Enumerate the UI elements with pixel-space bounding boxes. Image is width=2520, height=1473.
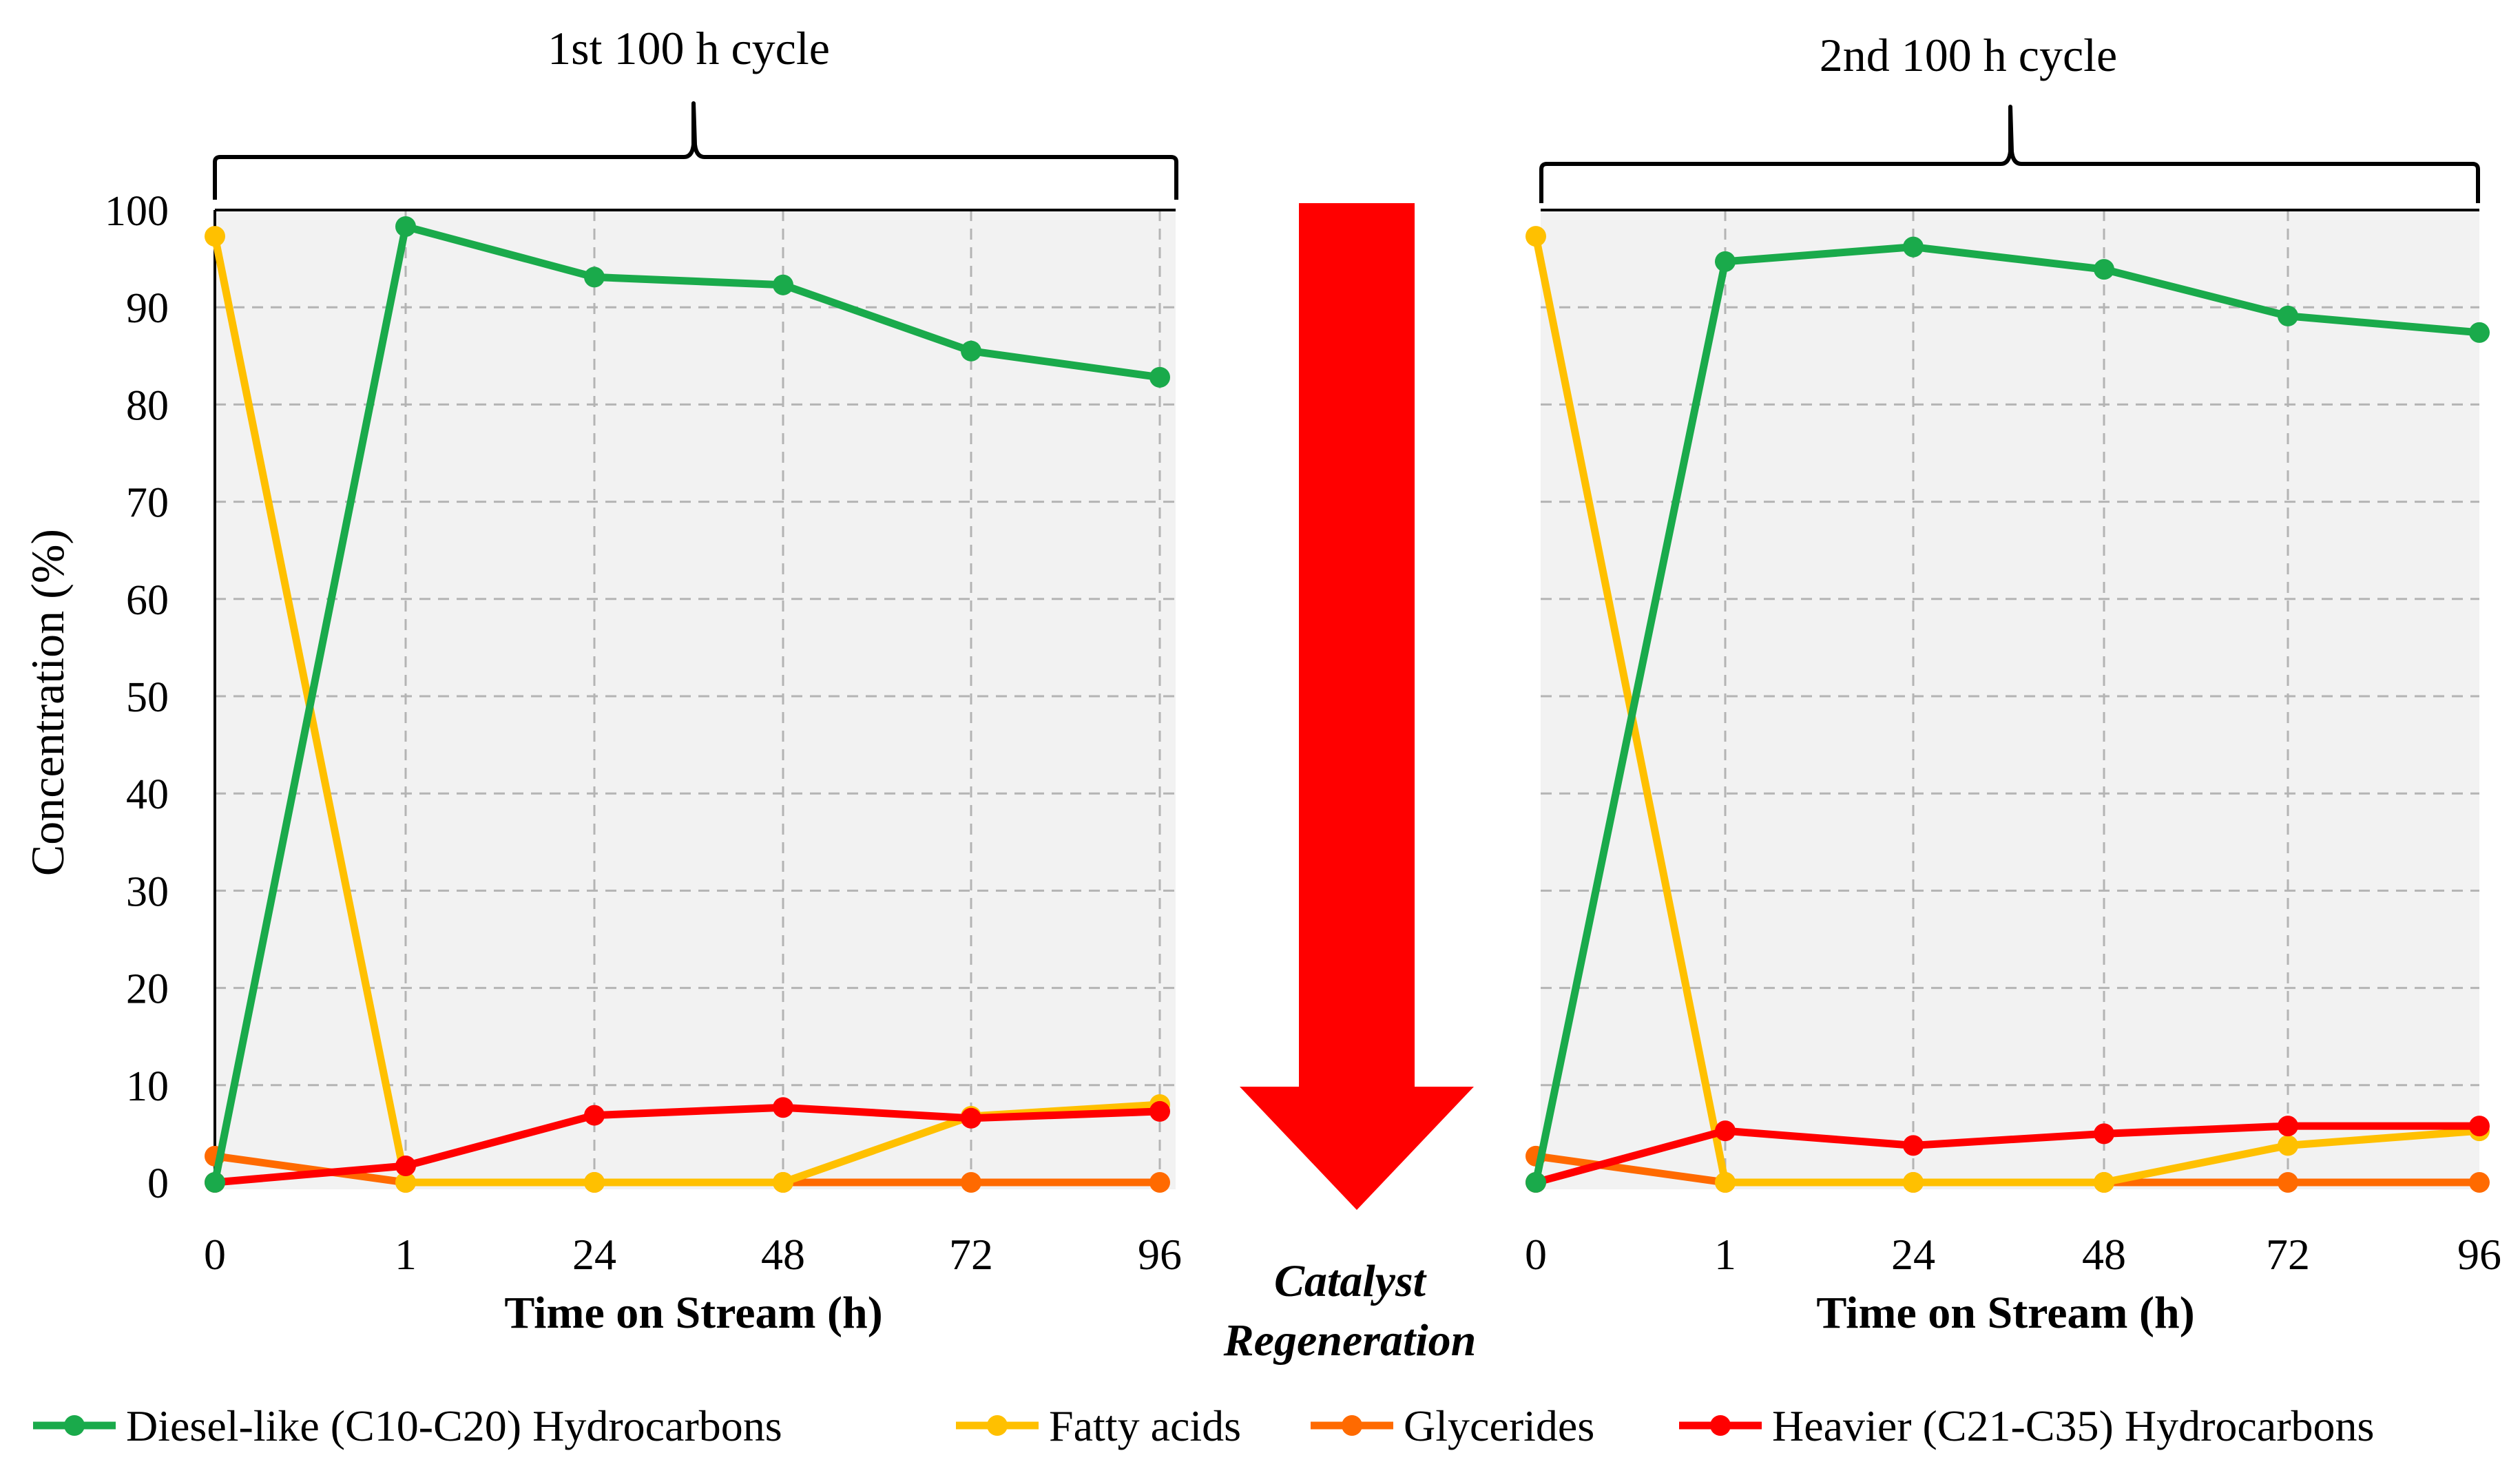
x-tick-label: 96	[1138, 1230, 1182, 1279]
data-point-heavier	[584, 1105, 605, 1126]
y-tick-label: 0	[147, 1160, 169, 1207]
y-tick-label: 30	[126, 868, 169, 915]
x-tick-label: 0	[204, 1230, 226, 1279]
x-tick-label: 0	[1525, 1230, 1547, 1279]
regeneration-label-line2: Regeneration	[1223, 1315, 1477, 1366]
x-tick-label: 72	[949, 1230, 993, 1279]
data-point-diesel	[395, 216, 416, 238]
x-tick-label: 24	[1891, 1230, 1935, 1279]
legend: Diesel-like (C10-C20) Hydrocarbons Fatty …	[33, 1401, 2374, 1450]
data-point-heavier	[2469, 1116, 2490, 1137]
y-tick-label: 20	[126, 966, 169, 1013]
x-tick-label: 48	[761, 1230, 805, 1279]
data-point-fatty	[773, 1172, 793, 1193]
data-point-fatty	[1903, 1172, 1924, 1193]
data-point-fatty	[395, 1172, 416, 1193]
data-point-glycerides	[2469, 1172, 2490, 1193]
y-tick-label: 50	[126, 674, 169, 721]
data-point-diesel	[2094, 259, 2114, 280]
y-tick-label: 10	[126, 1063, 169, 1110]
legend-swatch-marker-glycerides	[1342, 1415, 1362, 1436]
data-point-fatty	[2278, 1135, 2298, 1156]
legend-label-heavier: Heavier (C21-C35) Hydrocarbons	[1772, 1401, 2374, 1450]
data-point-heavier	[961, 1107, 981, 1129]
data-point-glycerides	[1149, 1172, 1170, 1193]
x-tick-label: 96	[2457, 1230, 2501, 1279]
axes: 0 10 20 30 40 50 60 70 80 90 100 0 1 24 48 72 96 0 1 24 48 72…	[105, 188, 2501, 1279]
data-point-diesel	[1525, 1172, 1546, 1193]
legend-label-fatty: Fatty acids	[1049, 1401, 1241, 1450]
y-axis-label: Concentration (%)	[21, 529, 74, 876]
data-point-fatty	[2094, 1172, 2114, 1193]
legend-swatch-marker-heavier	[1710, 1415, 1731, 1436]
y-tick-label: 80	[126, 382, 169, 429]
data-point-heavier	[2278, 1116, 2298, 1137]
data-point-fatty	[1525, 226, 1546, 247]
y-tick-label: 60	[126, 577, 169, 624]
series-line-diesel	[1532, 243, 2483, 1187]
y-tick-label: 40	[126, 771, 169, 818]
gridlines	[215, 209, 2479, 1182]
data-point-heavier	[1903, 1135, 1924, 1156]
series-line-diesel	[211, 222, 1164, 1187]
legend-swatch-marker-fatty	[987, 1415, 1008, 1436]
data-point-fatty	[1715, 1172, 1736, 1193]
legend-label-diesel: Diesel-like (C10-C20) Hydrocarbons	[126, 1401, 782, 1450]
cycle-2-brace	[1539, 105, 2480, 203]
data-point-heavier	[1715, 1120, 1736, 1142]
series-line-heavier	[211, 1103, 1164, 1187]
data-point-fatty	[584, 1172, 605, 1193]
data-point-diesel	[205, 1172, 225, 1193]
data-point-fatty	[205, 226, 225, 247]
regeneration-label-line1: Catalyst	[1274, 1256, 1427, 1306]
data-point-diesel	[961, 340, 981, 362]
x-tick-label: 1	[395, 1230, 417, 1279]
data-point-glycerides	[961, 1172, 981, 1193]
x-tick-label: 1	[1714, 1230, 1736, 1279]
data-point-heavier	[1149, 1100, 1170, 1122]
cycle-1-title: 1st 100 h cycle	[548, 22, 830, 74]
y-tick-label: 100	[105, 188, 169, 235]
x-axis-title-cycle-2: Time on Stream (h)	[1816, 1288, 2194, 1338]
cycle-1-brace	[213, 101, 1178, 200]
data-point-diesel	[1715, 251, 1736, 272]
x-tick-label: 72	[2266, 1230, 2310, 1279]
data-point-diesel	[1149, 366, 1170, 388]
y-tick-label: 70	[126, 480, 169, 527]
data-point-diesel	[1903, 236, 1924, 258]
plot-area-cycle-2	[1541, 210, 2479, 1189]
data-point-diesel	[584, 267, 605, 288]
y-tick-label: 90	[126, 285, 169, 332]
data-point-heavier	[395, 1155, 416, 1176]
series-line-fatty	[1532, 232, 2483, 1187]
data-point-diesel	[2469, 322, 2490, 343]
x-tick-label: 24	[572, 1230, 616, 1279]
series	[205, 216, 2490, 1193]
data-point-diesel	[2278, 305, 2298, 326]
legend-swatch-marker-diesel	[64, 1415, 85, 1436]
legend-label-glycerides: Glycerides	[1404, 1401, 1594, 1450]
x-tick-label: 48	[2082, 1230, 2126, 1279]
data-point-diesel	[773, 274, 793, 295]
data-point-glycerides	[2278, 1172, 2298, 1193]
cycle-2-title: 2nd 100 h cycle	[1820, 29, 2117, 81]
regeneration-arrow	[1240, 203, 1474, 1210]
data-point-heavier	[773, 1097, 793, 1118]
series-line-heavier	[1532, 1122, 2483, 1187]
x-axis-title-cycle-1: Time on Stream (h)	[504, 1288, 882, 1338]
data-point-heavier	[2094, 1123, 2114, 1145]
